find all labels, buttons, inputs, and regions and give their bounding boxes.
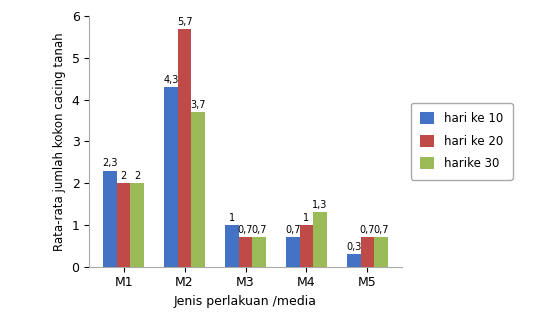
Text: 0,7: 0,7 bbox=[285, 225, 301, 235]
Bar bbox=[165, 87, 178, 266]
Bar bbox=[374, 237, 388, 266]
Bar bbox=[313, 212, 326, 266]
X-axis label: Jenis perlakuan /media: Jenis perlakuan /media bbox=[174, 295, 317, 308]
Text: 0,7: 0,7 bbox=[238, 225, 253, 235]
Text: 3,7: 3,7 bbox=[190, 100, 206, 110]
Text: 1,3: 1,3 bbox=[312, 200, 328, 210]
Text: 2: 2 bbox=[121, 171, 127, 181]
Bar bbox=[239, 237, 252, 266]
Bar bbox=[131, 183, 144, 266]
Bar bbox=[252, 237, 266, 266]
Bar bbox=[286, 237, 300, 266]
Text: 2: 2 bbox=[134, 171, 140, 181]
Bar bbox=[300, 225, 313, 266]
Text: 0,7: 0,7 bbox=[373, 225, 388, 235]
Text: 0,7: 0,7 bbox=[251, 225, 267, 235]
Text: 5,7: 5,7 bbox=[177, 17, 193, 27]
Bar bbox=[225, 225, 239, 266]
Bar bbox=[360, 237, 374, 266]
Text: 4,3: 4,3 bbox=[163, 75, 179, 85]
Bar bbox=[103, 171, 117, 266]
Text: 2,3: 2,3 bbox=[103, 159, 118, 168]
Text: 1: 1 bbox=[229, 213, 235, 223]
Text: 1: 1 bbox=[304, 213, 310, 223]
Bar bbox=[117, 183, 131, 266]
Bar bbox=[347, 254, 360, 266]
Text: 0,7: 0,7 bbox=[360, 225, 375, 235]
Legend: hari ke 10, hari ke 20, harike 30: hari ke 10, hari ke 20, harike 30 bbox=[411, 103, 513, 180]
Text: 0,3: 0,3 bbox=[347, 242, 362, 252]
Y-axis label: Rata-rata jumlah kokon cacing tanah: Rata-rata jumlah kokon cacing tanah bbox=[53, 32, 66, 251]
Bar bbox=[178, 29, 191, 266]
Bar bbox=[191, 112, 205, 266]
